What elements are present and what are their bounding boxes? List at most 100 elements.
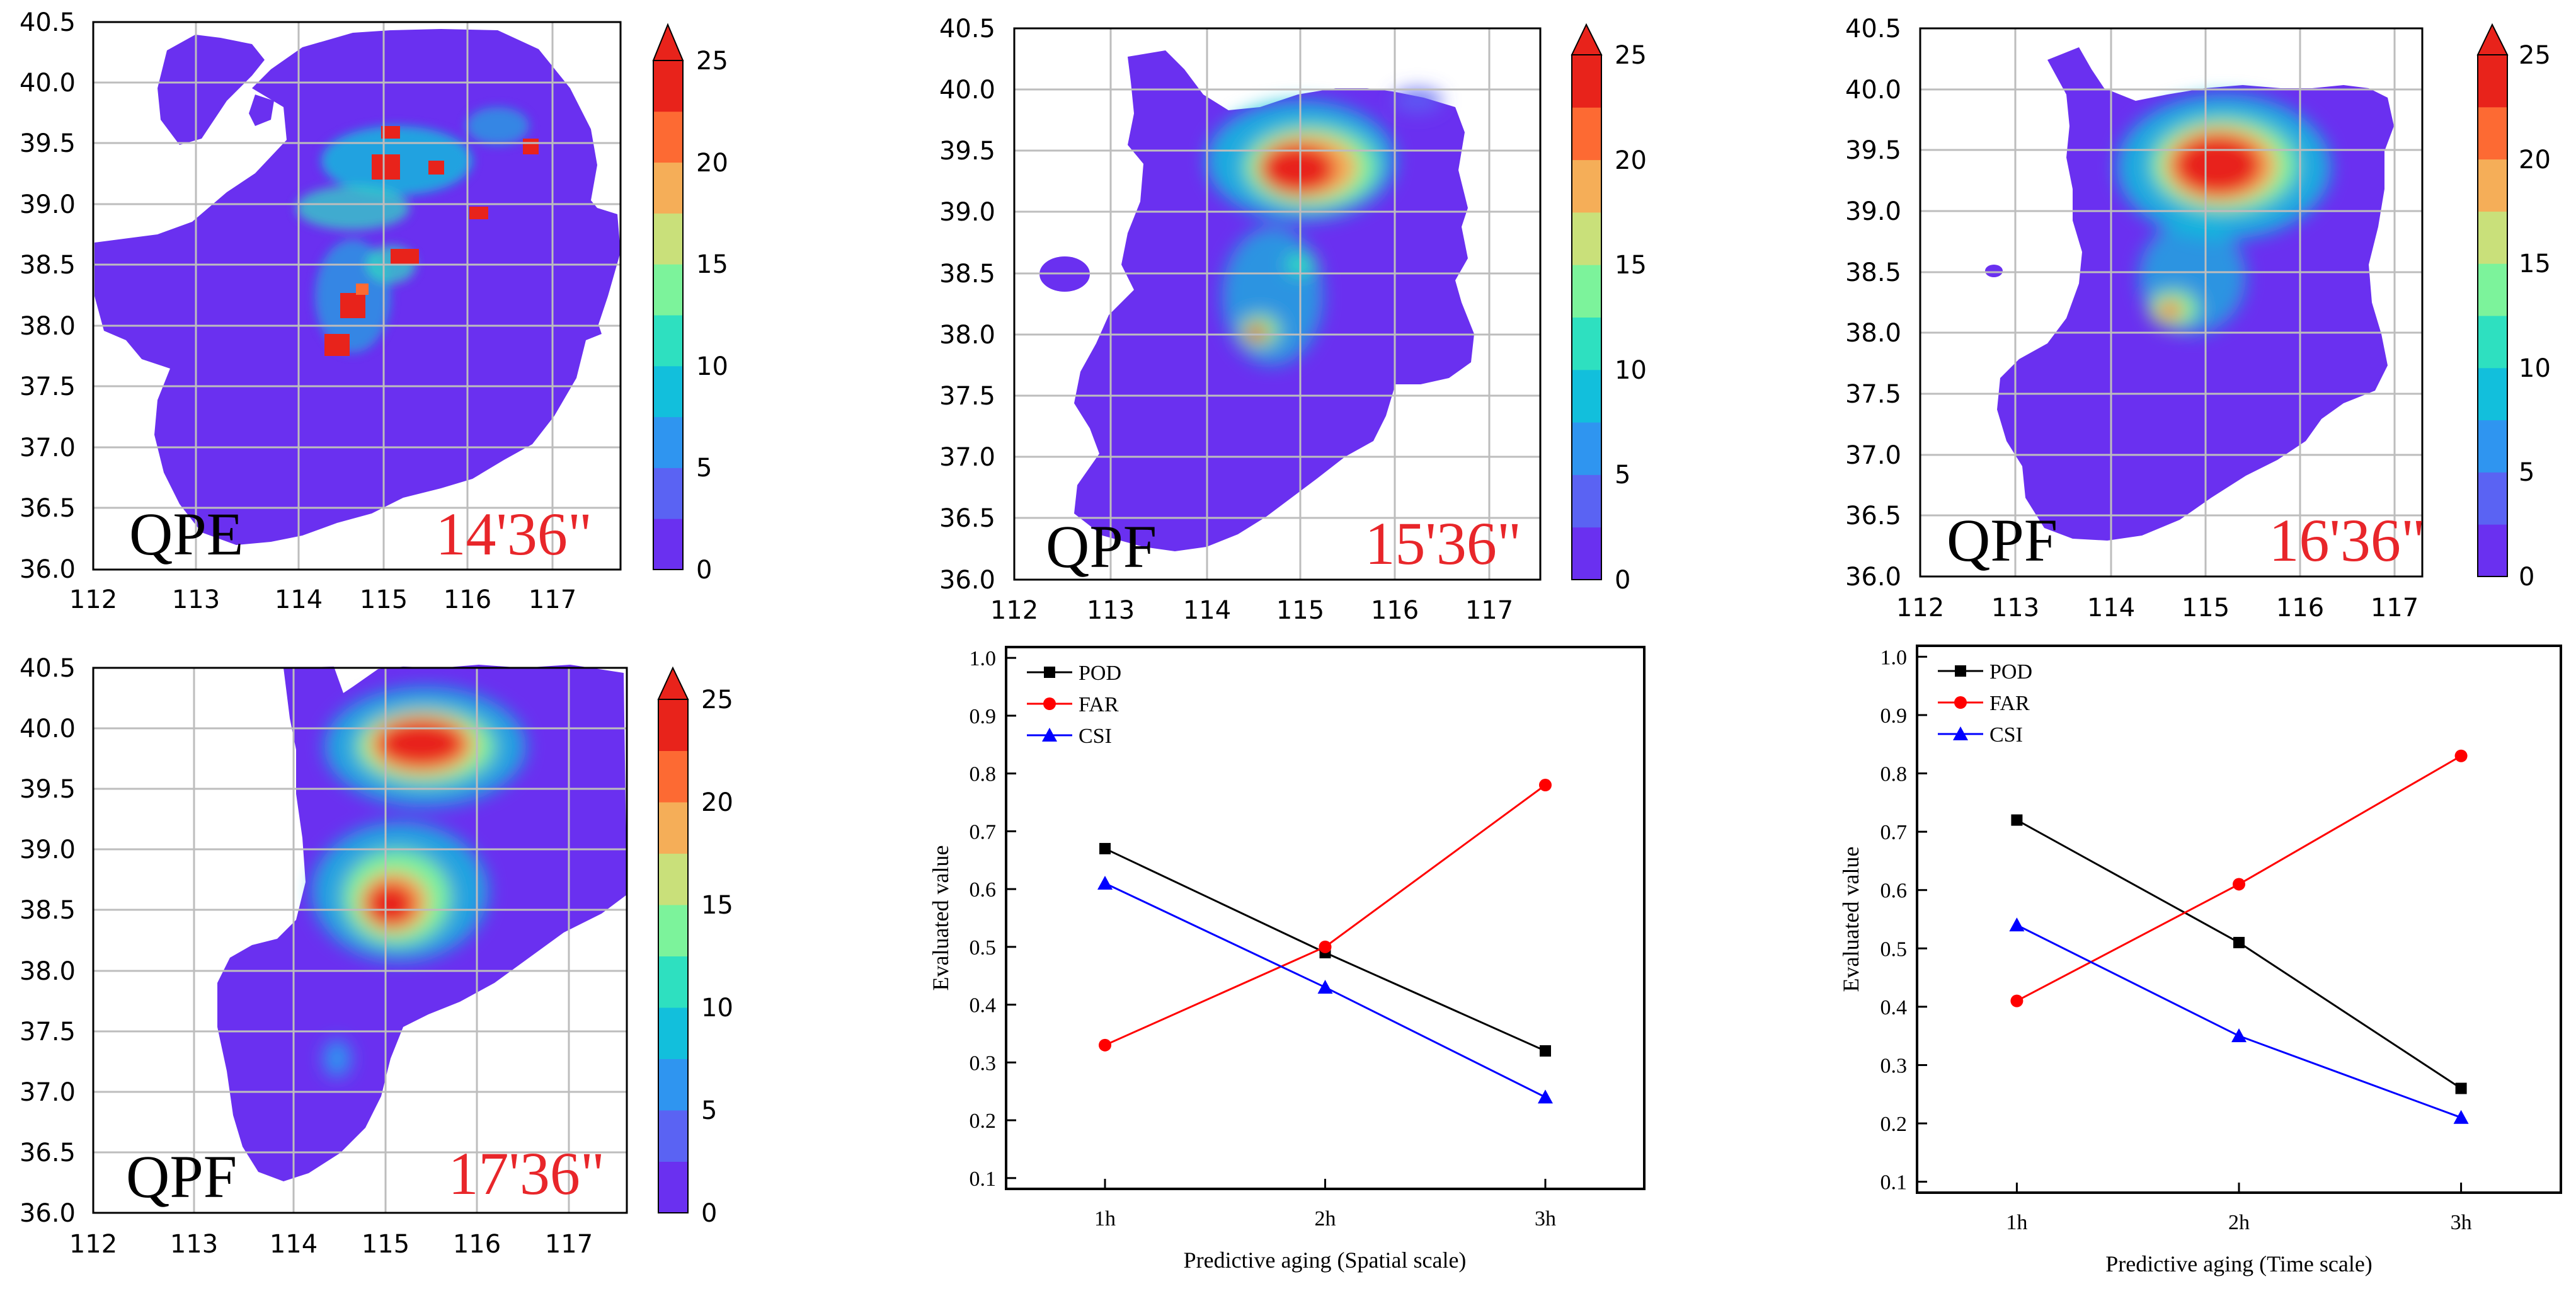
colorbar-segment	[658, 1007, 688, 1059]
y-tick-label: 0.6	[1880, 880, 1908, 903]
data-point-far	[2010, 994, 2024, 1007]
y-tick-label: 0.6	[970, 878, 997, 902]
colorbar-segment	[653, 467, 683, 519]
y-tick: 38.0	[20, 312, 76, 341]
y-tick: 37.5	[1845, 380, 1901, 409]
legend-marker-pod	[1955, 665, 1966, 677]
colorbar-segment	[658, 1161, 688, 1213]
y-tick: 38.0	[20, 957, 76, 986]
y-tick-label: 1.0	[1880, 646, 1908, 669]
x-tick-labels: 112 113 114 115 116 117	[990, 596, 1513, 625]
x-axis-title: Predictive aging (Time scale)	[2105, 1251, 2373, 1276]
data-point-far	[2233, 878, 2245, 891]
precip-field	[217, 665, 627, 1181]
y-tick-label: 0.7	[1880, 821, 1908, 844]
data-point-csi	[1317, 980, 1333, 994]
x-tick: 115	[1276, 596, 1324, 625]
colorbar-segment	[653, 519, 683, 570]
colorbar-segment	[653, 264, 683, 316]
y-tick-label: 0.8	[1880, 763, 1908, 786]
colorbar-tick: 0	[1615, 566, 1630, 595]
legend-marker-csi	[1042, 728, 1057, 742]
x-tick-labels: 112 113 114 115 116 117	[69, 585, 576, 614]
colorbar-segment	[653, 213, 683, 265]
y-tick-labels: 40.5 40.0 39.5 39.0 38.5 38.0 37.5 37.0 …	[939, 14, 995, 595]
y-tick-label: 0.5	[970, 936, 997, 960]
y-tick: 36.0	[20, 555, 76, 584]
colorbar-tick: 15	[2519, 249, 2551, 278]
axes-frame	[92, 21, 622, 571]
colorbar-segment	[2478, 420, 2507, 473]
precip-field	[1039, 50, 1474, 551]
axes-frame	[92, 667, 628, 1214]
x-tick: 117	[529, 585, 576, 614]
colorbar-segment	[653, 162, 683, 214]
y-tick: 37.0	[20, 1078, 76, 1107]
colorbar-segment	[2478, 263, 2507, 316]
data-point-csi	[2009, 917, 2025, 932]
colorbar-segment	[2478, 367, 2507, 421]
colorbar-segment	[658, 699, 688, 751]
y-tick: 39.5	[20, 775, 76, 804]
data-point-far	[1538, 779, 1552, 792]
panel-time: 16'36"	[2269, 507, 2425, 574]
x-tick: 114	[1183, 596, 1231, 625]
axes-frame	[1013, 27, 1542, 581]
colorbar-segment	[658, 956, 688, 1008]
y-tick-labels: 40.5 40.0 39.5 39.0 38.5 38.0 37.5 37.0 …	[1845, 14, 1901, 592]
y-tick: 39.0	[1845, 197, 1901, 226]
y-tick: 38.5	[939, 260, 995, 289]
panel-label: QPF	[1947, 507, 2058, 574]
y-tick: 36.0	[939, 566, 995, 595]
y-tick-label: 0.9	[970, 705, 997, 728]
data-point-csi	[1537, 1089, 1553, 1104]
colorbar-segment	[653, 111, 683, 163]
colorbar-segment	[2478, 159, 2507, 212]
colorbar-tick: 10	[701, 994, 733, 1023]
colorbar-tick: 0	[696, 556, 712, 585]
y-tick: 38.5	[20, 251, 76, 280]
legend-label-far: FAR	[1079, 693, 1119, 716]
colorbar-tick: 0	[2519, 563, 2534, 592]
colorbar-segment	[2478, 55, 2507, 108]
x-tick: 117	[1465, 596, 1513, 625]
x-tick: 115	[360, 585, 408, 614]
y-tick-label: 0.1	[970, 1167, 997, 1191]
axes-frame	[1919, 27, 2424, 578]
data-point-csi	[1097, 875, 1113, 890]
y-tick: 39.5	[20, 129, 76, 158]
y-tick-labels: 40.5 40.0 39.5 39.0 38.5 38.0 37.5 37.0 …	[20, 8, 76, 584]
colorbar-segment	[658, 1110, 688, 1162]
colorbar-segment	[658, 1058, 688, 1111]
y-tick-labels: 40.5 40.0 39.5 39.0 38.5 38.0 37.5 37.0 …	[20, 654, 76, 1228]
colorbar-segment	[1572, 527, 1601, 580]
y-tick: 37.5	[20, 372, 76, 401]
y-tick: 40.5	[20, 8, 76, 37]
colorbar-segment	[1572, 107, 1601, 161]
line-chart-spatial: 0.1 0.2 0.3 0.4 0.5 0.6 0.7 0.8 0.9 1.0 1h 2h 3h POD F…	[928, 646, 1646, 1273]
x-tick-labels: 112 113 114 115 116 117	[1896, 594, 2419, 622]
y-tick: 40.0	[20, 714, 76, 743]
colorbar-tick: 5	[2519, 458, 2534, 487]
legend-label-csi: CSI	[1989, 723, 2023, 747]
x-tick: 116	[444, 585, 491, 614]
x-tick-labels: 112 113 114 115 116 117	[69, 1230, 593, 1259]
y-tick: 36.5	[1845, 502, 1901, 530]
y-tick: 36.5	[939, 504, 995, 533]
colorbar-segment	[1572, 159, 1601, 213]
colorbar-tick: 10	[2519, 354, 2551, 383]
colorbar-tick: 5	[701, 1096, 717, 1125]
x-tick: 114	[275, 585, 323, 614]
grid	[92, 22, 621, 570]
colorbar-tick: 20	[2519, 146, 2551, 175]
map-panel-qpf-1: 112 113 114 115 116 117 40.5 40.0 39.5 3…	[939, 14, 1647, 625]
y-axis-title: Evaluated value	[928, 846, 953, 991]
y-tick: 37.5	[20, 1018, 76, 1047]
x-tick: 113	[170, 1230, 218, 1259]
x-tick: 116	[2276, 594, 2324, 622]
panel-label: QPE	[129, 500, 243, 568]
x-tick: 115	[2182, 594, 2230, 622]
colorbar-tick: 25	[2519, 41, 2551, 70]
map-panel-qpf-3: 112 113 114 115 116 117 40.5 40.0 39.5 3…	[20, 654, 733, 1259]
colorbar-tick: 20	[701, 788, 733, 817]
